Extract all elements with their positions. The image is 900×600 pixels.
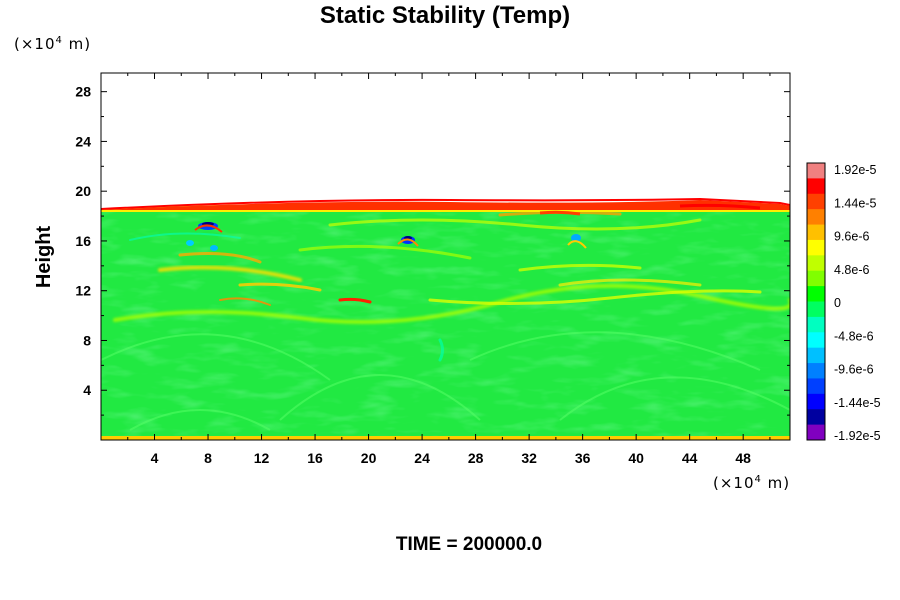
colorbar-swatch (807, 363, 825, 379)
colorbar-swatch (807, 409, 825, 426)
x-tick-label: 48 (735, 450, 751, 466)
y-tick-label: 4 (83, 382, 91, 398)
y-tick-label: 12 (75, 283, 91, 299)
colorbar-tick-label: -4.8e-6 (834, 329, 874, 343)
colorbar-swatch (807, 347, 825, 364)
x-tick-label: 12 (254, 450, 270, 466)
convective-cells (186, 222, 587, 251)
colorbar-swatch (807, 239, 825, 256)
y-tick-label: 16 (75, 233, 91, 249)
x-axis-ticks: 4 8 12 16 20 24 28 32 36 40 44 48 (127, 73, 771, 466)
colorbar-swatch (807, 224, 825, 241)
colorbar-swatch (807, 393, 825, 410)
colorbar-swatch (807, 178, 825, 195)
colorbar-swatch (807, 163, 825, 179)
chart-title: Static Stability (Temp) (320, 2, 570, 29)
x-unit-exponent: 4 (755, 474, 762, 485)
colorbar-tick-label: -1.44e-5 (834, 396, 881, 410)
colorbar-tick-label: 0 (834, 296, 841, 310)
colorbar-swatch (807, 424, 825, 441)
x-axis-unit: (×104 m) (713, 474, 790, 492)
y-unit-exponent: 4 (56, 35, 63, 46)
x-tick-label: 40 (628, 450, 644, 466)
y-unit-suffix: m) (63, 35, 91, 53)
x-unit-suffix: m) (762, 474, 790, 492)
field-texture (101, 209, 790, 440)
colorbar: 1.92e-5 1.44e-5 9.6e-6 4.8e-6 0 -4.8e-6 -9.6e-… (806, 162, 881, 443)
wave-arcs (101, 331, 790, 431)
colorbar-tick-label: 9.6e-6 (834, 230, 869, 244)
colorbar-swatch (807, 332, 825, 349)
colorbar-swatch (807, 255, 825, 272)
x-tick-label: 44 (682, 450, 698, 466)
y-tick-label: 28 (75, 84, 91, 100)
colorbar-tick-label: -1.92e-5 (834, 429, 881, 443)
x-tick-label: 8 (204, 450, 212, 466)
colorbar-swatch (807, 209, 825, 226)
plot-frame (100, 72, 791, 441)
colorbar-swatch (807, 378, 825, 395)
colorbar-tick-label: 4.8e-6 (834, 263, 869, 277)
x-tick-label: 28 (468, 450, 484, 466)
colorbar-swatch (807, 193, 825, 210)
colorbar-swatch (807, 301, 825, 318)
y-axis-label: Height (33, 226, 55, 289)
y-tick-label: 24 (75, 133, 91, 149)
stable-streaks (113, 210, 790, 362)
y-tick-label: 20 (75, 183, 91, 199)
y-tick-label: 8 (83, 332, 91, 348)
y-axis-ticks: 4 8 12 16 20 24 28 (75, 84, 790, 416)
time-label: TIME = 200000.0 (396, 534, 542, 555)
heatmap-field (101, 197, 790, 440)
x-unit-base: (×10 (713, 474, 755, 492)
colorbar-tick-label: 1.92e-5 (834, 163, 876, 177)
colorbar-swatch (807, 270, 825, 287)
x-tick-label: 36 (575, 450, 591, 466)
warm-band (101, 197, 790, 216)
x-tick-label: 32 (521, 450, 537, 466)
colorbar-frame (806, 162, 826, 441)
colorbar-swatch (807, 316, 825, 333)
colorbar-swatch (807, 286, 825, 302)
x-tick-label: 20 (361, 450, 377, 466)
y-axis-unit: (×104 m) (14, 35, 91, 53)
colorbar-tick-label: 1.44e-5 (834, 196, 876, 210)
x-tick-label: 24 (414, 450, 430, 466)
surface-layer (101, 436, 790, 440)
x-tick-label: 16 (307, 450, 323, 466)
y-unit-base: (×10 (14, 35, 56, 53)
colorbar-tick-label: -9.6e-6 (834, 363, 874, 377)
x-tick-label: 4 (151, 450, 159, 466)
